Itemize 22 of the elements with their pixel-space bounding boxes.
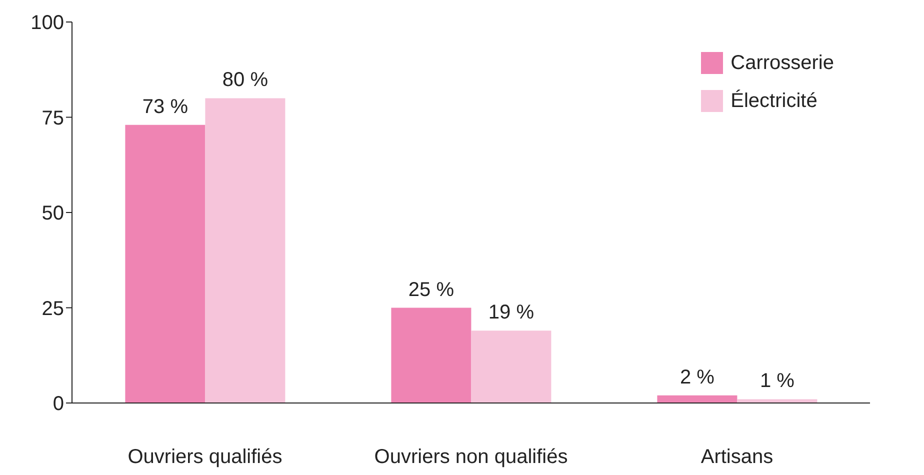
y-tick-label: 0 (52, 393, 64, 416)
x-tick-label: Ouvriers qualifiés (128, 446, 282, 468)
data-label: 2 % (680, 366, 715, 388)
bar (737, 399, 818, 403)
data-label: 1 % (760, 370, 795, 392)
y-tick-label: 100 (30, 12, 64, 34)
bar (391, 308, 472, 403)
bar (657, 395, 738, 403)
bar (125, 124, 206, 403)
x-tick-label: Ouvriers non qualifiés (374, 446, 568, 468)
data-label: 80 % (222, 69, 268, 92)
y-tick-label: 50 (42, 202, 64, 225)
data-label: 19 % (488, 302, 534, 324)
data-label: 73 % (142, 96, 188, 118)
y-tick-label: 25 (42, 298, 64, 320)
legend-label: Carrosserie (730, 52, 834, 74)
y-tick-label: 75 (42, 107, 64, 130)
x-tick-label: Artisans (700, 446, 774, 468)
legend-label: Électricité (730, 90, 818, 112)
bar (471, 330, 552, 403)
bar (205, 98, 286, 403)
data-label: 25 % (408, 278, 454, 301)
